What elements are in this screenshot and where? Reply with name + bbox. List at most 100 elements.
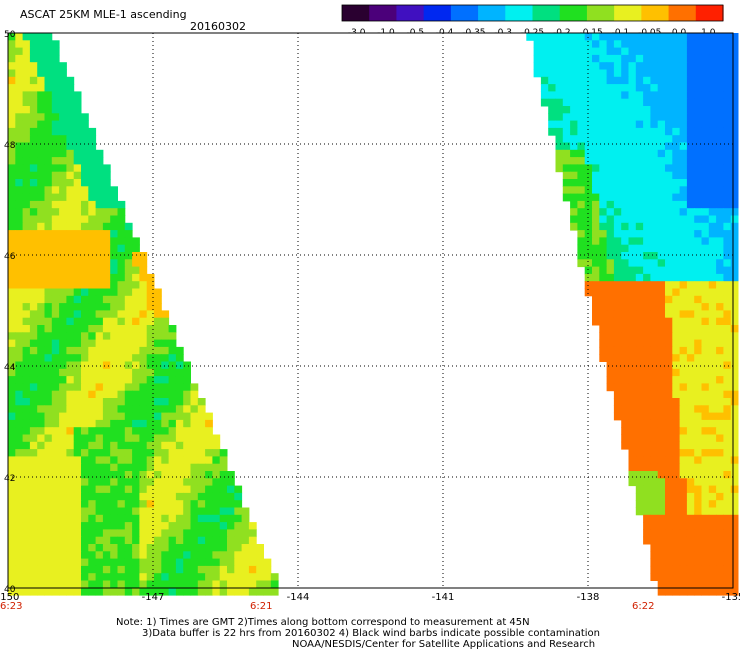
heatmap-cell <box>51 317 60 326</box>
heatmap-cell <box>132 325 140 333</box>
heatmap-cell <box>723 54 732 63</box>
heatmap-cell <box>606 273 615 282</box>
heatmap-cell <box>37 427 45 435</box>
heatmap-cell <box>22 441 31 450</box>
heatmap-cell <box>694 113 702 122</box>
heatmap-cell <box>168 368 177 377</box>
heatmap-cell <box>81 339 89 348</box>
heatmap-cell <box>592 266 600 275</box>
heatmap-cell <box>621 419 629 428</box>
heatmap-cell <box>679 522 688 530</box>
heatmap-cell <box>701 149 710 158</box>
heatmap-cell <box>139 434 148 443</box>
heatmap-cell <box>51 135 60 143</box>
heatmap-cell <box>613 91 622 100</box>
heatmap-cell <box>175 536 184 545</box>
heatmap-cell <box>102 565 111 574</box>
heatmap-cell <box>51 456 60 465</box>
heatmap-cell <box>51 288 60 297</box>
heatmap-cell <box>132 565 140 574</box>
heatmap-cell <box>59 587 67 596</box>
heatmap-cell <box>686 222 695 231</box>
heatmap-cell <box>73 222 82 231</box>
heatmap-cell <box>59 522 67 530</box>
heatmap-cell <box>730 164 739 173</box>
heatmap-cell <box>146 303 155 311</box>
heatmap-cell <box>190 441 199 450</box>
heatmap-cell <box>686 215 695 224</box>
heatmap-cell <box>635 91 644 100</box>
heatmap-cell <box>701 40 710 49</box>
heatmap-cell <box>110 507 118 516</box>
heatmap-cell <box>650 558 659 567</box>
heatmap-cell <box>154 383 162 392</box>
heatmap-cell <box>44 478 53 487</box>
heatmap-cell <box>672 456 681 465</box>
heatmap-cell <box>110 536 118 545</box>
heatmap-cell <box>650 142 659 151</box>
heatmap-cell <box>708 186 717 195</box>
heatmap-cell <box>723 230 732 238</box>
heatmap-cell <box>248 558 257 567</box>
heatmap-cell <box>694 558 702 567</box>
heatmap-cell <box>95 361 104 370</box>
heatmap-cell <box>95 208 104 216</box>
heatmap-cell <box>59 98 67 107</box>
heatmap-cell <box>66 244 75 253</box>
heatmap-cell <box>154 310 162 319</box>
heatmap-cell <box>672 281 681 289</box>
heatmap-cell <box>37 485 45 494</box>
heatmap-cell <box>66 522 75 530</box>
heatmap-cell <box>59 544 67 552</box>
heatmap-cell <box>708 339 717 348</box>
heatmap-cell <box>672 303 681 311</box>
heatmap-cell <box>124 295 133 304</box>
heatmap-cell <box>613 186 622 195</box>
heatmap-cell <box>592 252 600 260</box>
heatmap-cell <box>205 478 213 487</box>
heatmap-cell <box>124 427 133 435</box>
heatmap-cell <box>730 412 739 421</box>
heatmap-cell <box>621 149 629 158</box>
heatmap-cell <box>635 259 644 268</box>
heatmap-cell <box>730 106 739 114</box>
heatmap-cell <box>175 551 184 560</box>
heatmap-cell <box>540 47 549 56</box>
heatmap-cell <box>694 427 702 435</box>
heatmap-cell <box>110 551 118 560</box>
heatmap-cell <box>59 405 67 414</box>
heatmap-cell <box>66 230 75 238</box>
heatmap-cell <box>708 471 717 479</box>
heatmap-cell <box>29 390 38 399</box>
heatmap-cell <box>73 558 82 567</box>
heatmap-cell <box>29 434 38 443</box>
heatmap-cell <box>95 186 104 195</box>
heatmap-cell <box>37 98 45 107</box>
heatmap-cell <box>8 463 16 472</box>
heatmap-cell <box>241 551 250 560</box>
heatmap-cell <box>15 303 24 311</box>
heatmap-cell <box>15 91 24 100</box>
heatmap-cell <box>219 456 228 465</box>
heatmap-cell <box>175 580 184 589</box>
heatmap-cell <box>190 529 199 538</box>
heatmap-cell <box>37 514 45 523</box>
heatmap-cell <box>117 259 126 268</box>
heatmap-cell <box>577 113 586 122</box>
heatmap-cell <box>212 558 221 567</box>
heatmap-cell <box>102 288 111 297</box>
heatmap-cell <box>621 113 629 122</box>
heatmap-cell <box>59 62 67 70</box>
heatmap-cell <box>8 368 16 377</box>
heatmap-cell <box>154 529 162 538</box>
heatmap-cell <box>650 427 659 435</box>
heatmap-cell <box>555 113 564 122</box>
heatmap-cell <box>716 310 724 319</box>
heatmap-cell <box>102 237 111 246</box>
heatmap-cell <box>628 208 637 216</box>
heatmap-cell <box>8 244 16 253</box>
heatmap-cell <box>8 62 16 70</box>
heatmap-cell <box>650 215 659 224</box>
heatmap-cell <box>694 500 702 508</box>
heatmap-cell <box>66 456 75 465</box>
